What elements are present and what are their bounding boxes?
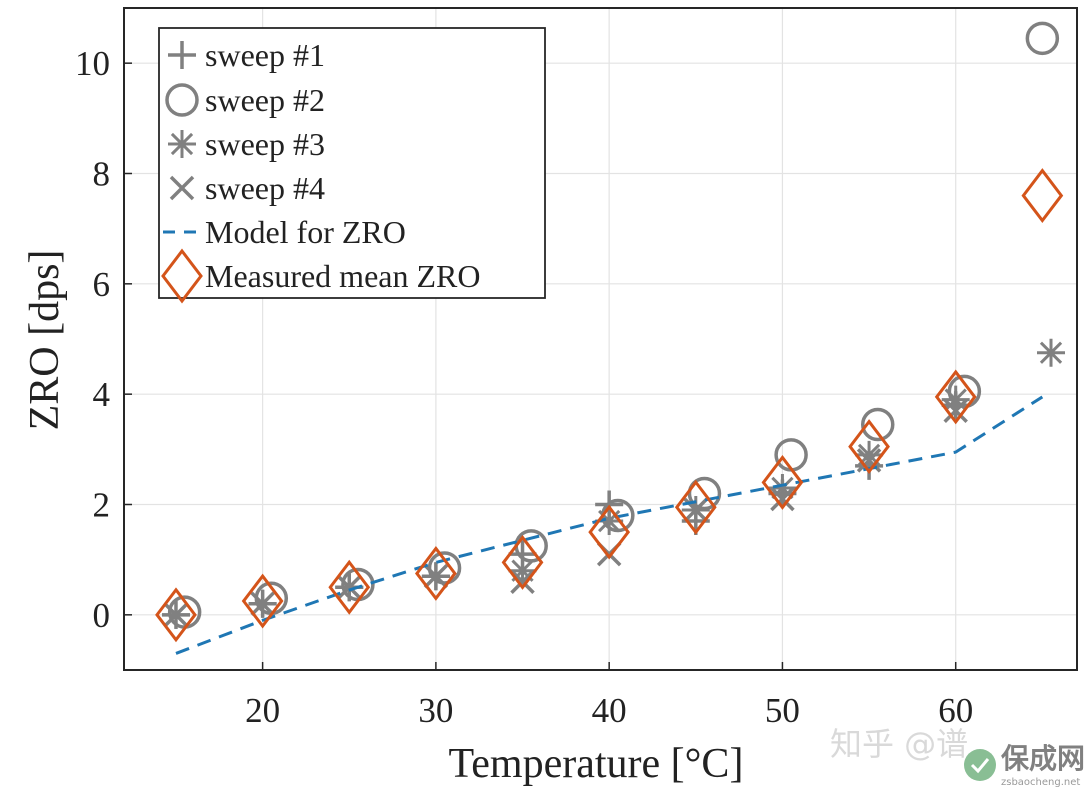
series-sweep-4 <box>163 398 968 628</box>
watermark: 知乎 @谱 保成网 zsbaocheng.net <box>830 725 1085 788</box>
y-tick-label: 4 <box>93 375 111 414</box>
axes-box <box>123 7 1078 671</box>
diamond-point <box>848 419 890 475</box>
x-point <box>423 563 449 589</box>
legend-asterisk-marker <box>168 130 196 158</box>
x-tick-label: 50 <box>765 691 800 730</box>
x-point <box>250 591 275 617</box>
y-tick-label: 8 <box>93 155 111 194</box>
watermark-logo-subtext: zsbaocheng.net <box>1001 777 1080 788</box>
legend-label: sweep #3 <box>205 126 325 162</box>
x-axis-title: Temperature [°C] <box>449 741 744 787</box>
series-layer <box>155 21 1066 655</box>
legend-circle-marker <box>165 83 199 117</box>
watermark-logo-icon <box>964 749 996 781</box>
legend-x-marker <box>169 175 195 201</box>
diamond-point <box>674 479 717 535</box>
x-tick-label: 20 <box>245 691 280 730</box>
diamond-point <box>1021 168 1064 224</box>
asterisk-point <box>941 385 970 414</box>
legend-label: sweep #4 <box>205 170 325 206</box>
diamond-point <box>934 369 977 425</box>
x-point <box>510 569 535 594</box>
diamond-point <box>155 587 197 643</box>
legend-diamond-marker <box>161 248 203 304</box>
y-tick-label: 0 <box>93 596 111 635</box>
legend-box <box>158 27 546 299</box>
asterisk-point <box>595 507 624 536</box>
asterisk-point <box>855 440 884 469</box>
diamond-point <box>761 454 804 510</box>
watermark-logo-text: 保成网 <box>1001 742 1085 775</box>
axis-ticks: 20 30 40 50 60 0 2 4 6 8 10 <box>75 44 973 730</box>
asterisk-point <box>768 473 797 502</box>
x-point <box>337 575 362 600</box>
asterisk-point <box>508 556 537 585</box>
diamond-point <box>328 559 371 615</box>
x-point <box>163 602 189 628</box>
circle-point <box>687 476 722 511</box>
x-point <box>770 486 795 512</box>
x-tick-label: 60 <box>938 691 973 730</box>
diamond-point <box>588 504 631 560</box>
legend: sweep #1 sweep #2 sweep #3 sweep #4 Model fo… <box>158 27 546 304</box>
watermark-text: 知乎 @谱 <box>830 725 968 763</box>
y-axis-title: ZRO [dps] <box>22 250 68 431</box>
circle-point <box>860 407 895 442</box>
legend-label: sweep #1 <box>205 37 325 73</box>
legend-label: sweep #2 <box>205 82 325 118</box>
series-model-for-zro <box>175 395 1044 655</box>
asterisk-point <box>1037 338 1066 367</box>
diamond-point <box>501 534 544 590</box>
legend-label: Measured mean ZRO <box>205 258 480 294</box>
x-tick-label: 40 <box>592 691 627 730</box>
y-tick-label: 10 <box>75 44 110 83</box>
model-line <box>175 395 1044 655</box>
series-measured-mean-zro <box>155 168 1064 643</box>
y-tick-label: 6 <box>93 265 111 304</box>
legend-label: Model for ZRO <box>205 214 406 250</box>
diamond-point <box>241 573 284 629</box>
diamond-point <box>415 545 457 601</box>
circle-point <box>1025 21 1060 56</box>
legend-plus-marker <box>168 41 196 69</box>
x-point <box>943 398 968 423</box>
y-tick-label: 2 <box>93 486 111 525</box>
x-tick-label: 30 <box>418 691 453 730</box>
